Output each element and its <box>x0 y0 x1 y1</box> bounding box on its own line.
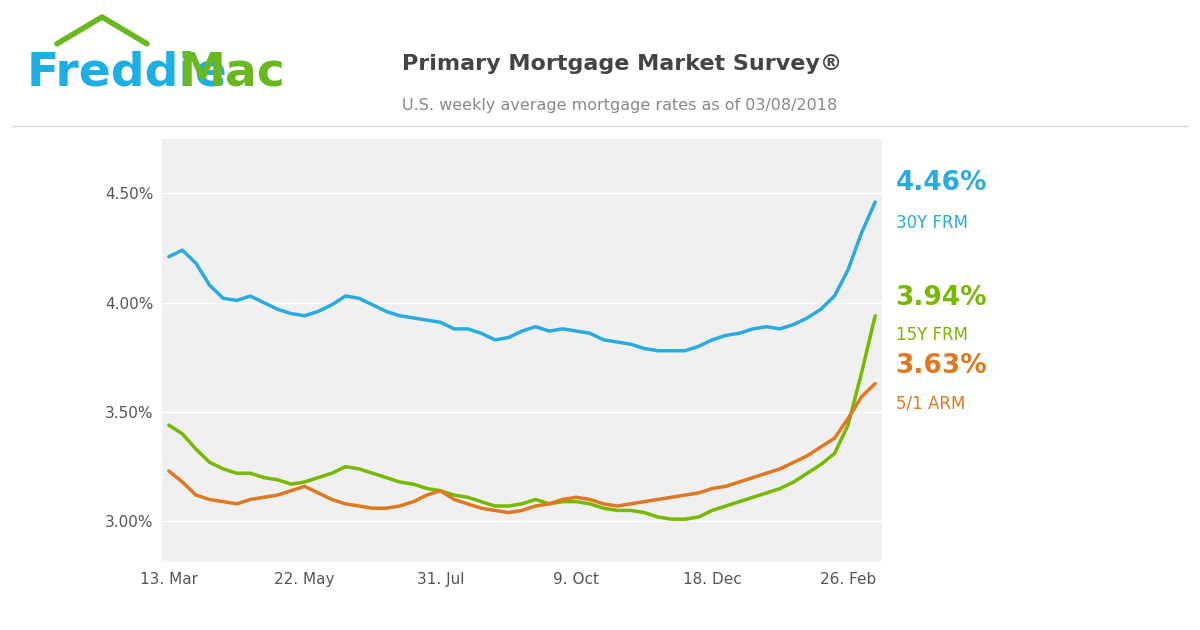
Text: Primary Mortgage Market Survey®: Primary Mortgage Market Survey® <box>402 54 842 74</box>
Text: 15Y FRM: 15Y FRM <box>895 326 967 345</box>
Text: 30Y FRM: 30Y FRM <box>895 214 967 232</box>
Text: Mac: Mac <box>179 50 286 95</box>
Text: 5/1 ARM: 5/1 ARM <box>895 394 965 412</box>
Text: Freddie: Freddie <box>28 50 228 95</box>
Text: 3.63%: 3.63% <box>895 353 988 379</box>
Text: 3.94%: 3.94% <box>895 285 988 311</box>
Text: U.S. weekly average mortgage rates as of 03/08/2018: U.S. weekly average mortgage rates as of… <box>402 98 838 113</box>
Text: 4.46%: 4.46% <box>895 171 988 197</box>
